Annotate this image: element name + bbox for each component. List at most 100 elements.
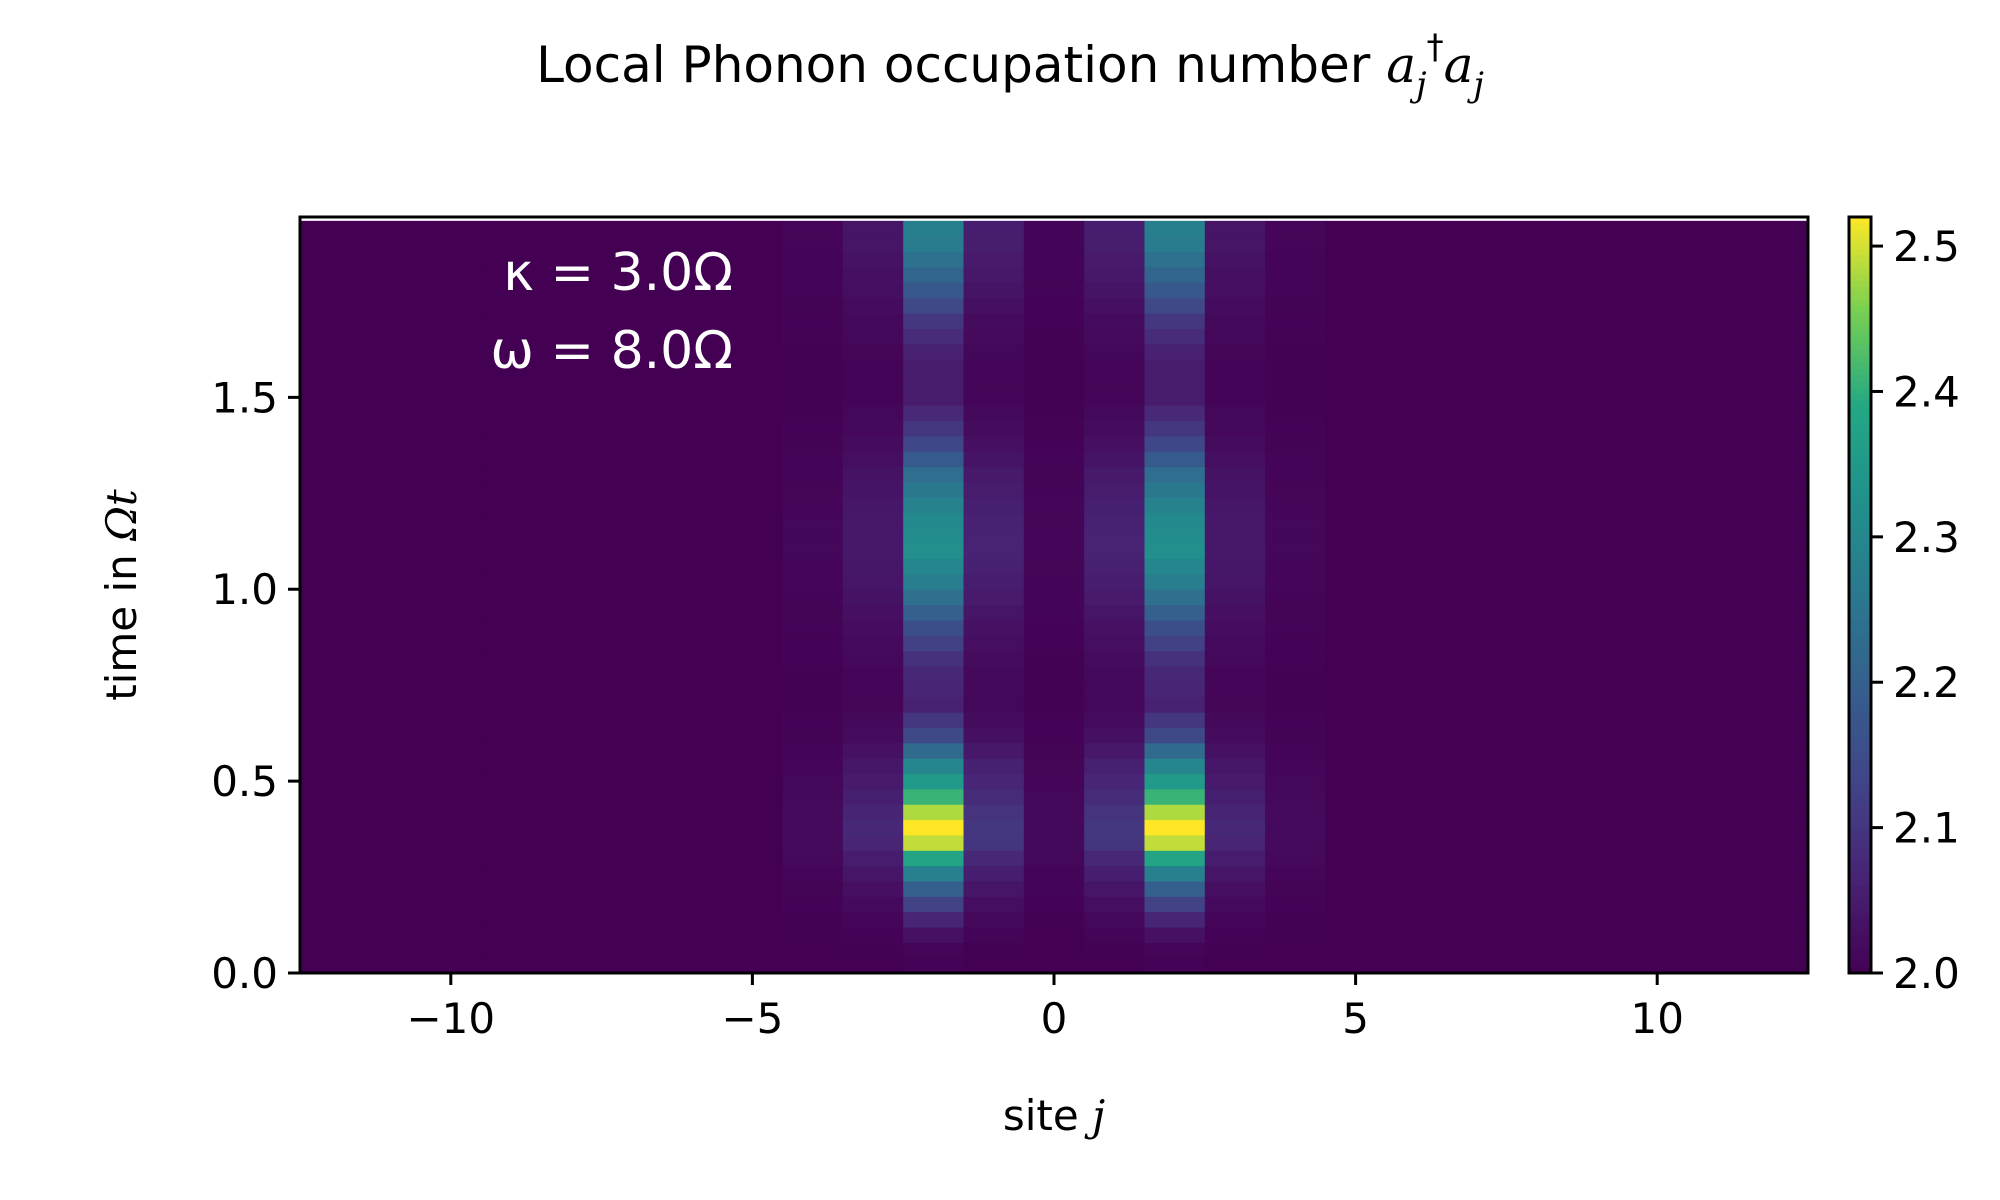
- chart-title: Local Phonon occupation number aj†aj: [536, 27, 1484, 105]
- heatmap-cell: [1687, 650, 1749, 667]
- heatmap-cell: [1325, 681, 1387, 698]
- heatmap-cell: [300, 266, 361, 283]
- heatmap-cell: [1023, 604, 1085, 621]
- heatmap-cell: [300, 604, 361, 621]
- heatmap-cell: [661, 251, 723, 268]
- heatmap-cell: [782, 573, 844, 590]
- heatmap-cell: [1325, 880, 1387, 897]
- heatmap-cell: [1446, 497, 1507, 514]
- heatmap-cell: [842, 266, 904, 283]
- heatmap-cell: [1144, 220, 1206, 237]
- heatmap-cell: [420, 758, 482, 775]
- heatmap-cell: [1506, 742, 1568, 759]
- heatmap-cell: [782, 558, 844, 575]
- heatmap-cell: [1265, 328, 1327, 345]
- heatmap-cell: [1265, 573, 1327, 590]
- colorbar-segment: [1849, 960, 1871, 968]
- heatmap-cell: [963, 543, 1025, 560]
- heatmap-cell: [1627, 543, 1688, 560]
- heatmap-cell: [1084, 282, 1146, 299]
- colorbar-segment: [1849, 802, 1871, 810]
- heatmap-cell: [300, 374, 361, 391]
- heatmap-cell: [541, 374, 603, 391]
- heatmap-cell: [1204, 619, 1266, 636]
- heatmap-cell: [1144, 819, 1206, 836]
- heatmap-cell: [1385, 374, 1447, 391]
- heatmap-cell: [1385, 804, 1447, 821]
- heatmap-cell: [601, 804, 663, 821]
- heatmap-cell: [1627, 942, 1688, 959]
- heatmap-cell: [1204, 343, 1266, 360]
- heatmap-cell: [782, 911, 844, 928]
- heatmap-cell: [601, 880, 663, 897]
- heatmap-cell: [480, 527, 542, 544]
- colorbar-segment: [1849, 916, 1871, 924]
- heatmap-cell: [1385, 942, 1447, 959]
- heatmap-cell: [1566, 819, 1628, 836]
- heatmap-cell: [1023, 834, 1085, 851]
- heatmap-cell: [1325, 742, 1387, 759]
- heatmap-cell: [963, 405, 1025, 421]
- heatmap-cell: [601, 282, 663, 299]
- heatmap-cell: [963, 957, 1025, 974]
- heatmap-cell: [1385, 420, 1447, 437]
- heatmap-cell: [661, 420, 723, 437]
- heatmap-cell: [963, 834, 1025, 851]
- heatmap-cell: [1506, 850, 1568, 867]
- heatmap-cell: [1204, 405, 1266, 421]
- heatmap-cell: [360, 512, 422, 529]
- heatmap-cell: [480, 481, 542, 498]
- heatmap-cell: [661, 358, 723, 375]
- heatmap-cell: [1506, 374, 1568, 391]
- colorbar-segment: [1849, 311, 1871, 319]
- heatmap-cell: [1506, 236, 1568, 253]
- heatmap-cell: [360, 819, 422, 836]
- heatmap-cell: [1566, 635, 1628, 652]
- heatmap-cell: [1023, 957, 1085, 974]
- heatmap-cell: [601, 405, 663, 421]
- heatmap-cell: [1506, 619, 1568, 636]
- heatmap-cell: [842, 696, 904, 713]
- heatmap-cell: [782, 236, 844, 253]
- heatmap-cell: [1566, 589, 1628, 606]
- heatmap-cell: [1084, 481, 1146, 498]
- heatmap-cell: [1506, 804, 1568, 821]
- colorbar-segment: [1849, 317, 1871, 325]
- heatmap-cell: [1627, 589, 1688, 606]
- heatmap-cell: [722, 527, 784, 544]
- colorbar-segment: [1849, 746, 1871, 754]
- heatmap-cell: [1385, 926, 1447, 943]
- heatmap-cell: [661, 220, 723, 237]
- heatmap-cell: [1144, 911, 1206, 928]
- heatmap-cell: [1385, 358, 1447, 375]
- heatmap-cell: [300, 358, 361, 375]
- heatmap-cell: [1204, 712, 1266, 728]
- heatmap-cell: [360, 926, 422, 943]
- heatmap-cell: [300, 635, 361, 652]
- heatmap-cell: [1446, 558, 1507, 575]
- heatmap-cell: [1023, 312, 1085, 329]
- colorbar-segment: [1849, 519, 1871, 527]
- heatmap-cell: [541, 727, 603, 744]
- heatmap-cell: [782, 512, 844, 529]
- heatmap-cell: [1506, 558, 1568, 575]
- heatmap-cell: [842, 788, 904, 805]
- heatmap-cell: [480, 451, 542, 468]
- heatmap-cell: [300, 497, 361, 514]
- heatmap-cell: [601, 850, 663, 867]
- heatmap-cell: [722, 251, 784, 268]
- heatmap-cell: [300, 911, 361, 928]
- heatmap-cell: [1204, 328, 1266, 345]
- heatmap-cell: [1747, 712, 1809, 728]
- heatmap-cell: [1084, 466, 1146, 483]
- heatmap-cell: [480, 358, 542, 375]
- heatmap-cell: [1446, 297, 1507, 314]
- heatmap-cell: [360, 758, 422, 775]
- heatmap-cell: [541, 665, 603, 682]
- colorbar-segment: [1849, 235, 1871, 243]
- heatmap-cell: [1084, 251, 1146, 268]
- heatmap-cell: [1204, 819, 1266, 836]
- heatmap-cell: [1204, 665, 1266, 682]
- heatmap-cell: [722, 297, 784, 314]
- heatmap-cell: [1506, 696, 1568, 713]
